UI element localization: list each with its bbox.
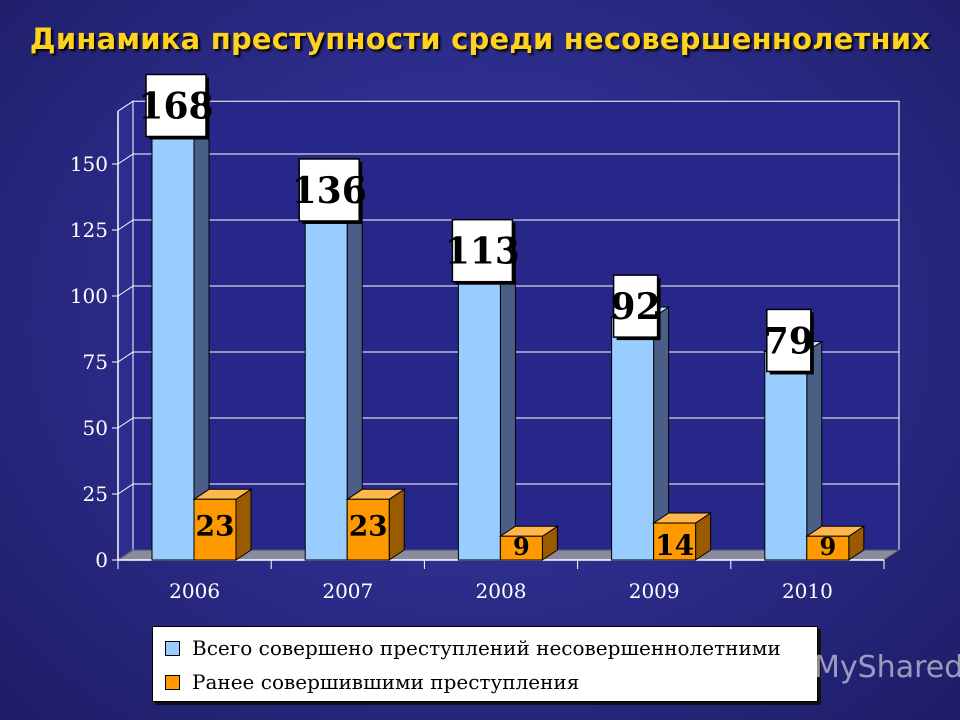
x-category-label: 2007 xyxy=(322,579,373,603)
bar-total xyxy=(151,115,195,561)
data-label-total: 113 xyxy=(445,231,520,273)
bar-repeat xyxy=(806,535,850,561)
legend-item-total: Всего совершено преступлений несовершенн… xyxy=(165,633,781,663)
bar-total xyxy=(764,350,808,561)
bar-total xyxy=(611,316,655,561)
y-tick-label: 50 xyxy=(83,416,108,440)
bar-total xyxy=(304,200,348,561)
legend: Всего совершено преступлений несовершенн… xyxy=(152,626,818,702)
gridline xyxy=(117,219,899,231)
data-label-box xyxy=(451,218,514,283)
bar-repeat-side xyxy=(388,488,405,561)
data-label-box xyxy=(612,274,659,338)
legend-swatch-repeat xyxy=(165,674,180,690)
x-category-label: 2009 xyxy=(629,579,680,603)
y-tick-label: 75 xyxy=(83,350,108,374)
watermark: MyShared xyxy=(770,650,960,685)
data-label-total: 79 xyxy=(764,320,814,362)
y-tick-label: 0 xyxy=(95,548,108,572)
y-tick-label: 150 xyxy=(70,152,108,176)
bar-total-side xyxy=(499,250,516,561)
gridline xyxy=(117,153,899,165)
legend-label-repeat: Ранее совершившими преступления xyxy=(192,670,580,694)
data-label-box xyxy=(298,158,360,222)
bar-repeat xyxy=(499,535,543,561)
legend-swatch-total xyxy=(165,640,180,656)
y-tick-label: 100 xyxy=(70,284,108,308)
data-label-repeat: 9 xyxy=(513,532,530,561)
bar-total xyxy=(457,261,501,561)
data-label-box xyxy=(145,73,207,138)
data-label-repeat: 9 xyxy=(819,532,836,561)
data-label-repeat: 14 xyxy=(655,529,694,562)
data-label-total: 168 xyxy=(138,85,213,127)
data-label-repeat: 23 xyxy=(196,509,235,542)
data-label-total: 136 xyxy=(292,170,367,212)
x-category-label: 2006 xyxy=(169,579,220,603)
bar-repeat xyxy=(653,522,697,561)
bar-repeat xyxy=(193,498,237,561)
legend-item-repeat: Ранее совершившими преступления xyxy=(165,667,579,697)
data-label-repeat: 23 xyxy=(349,509,388,542)
legend-label-total: Всего совершено преступлений несовершенн… xyxy=(192,636,781,660)
watermark-text: MyShared xyxy=(814,650,960,685)
chart-title: Динамика преступности среди несовершенно… xyxy=(29,22,931,56)
data-label-total: 92 xyxy=(611,286,661,328)
data-label-box xyxy=(766,308,812,373)
watermark-logo-icon xyxy=(770,652,808,684)
y-tick-label: 125 xyxy=(70,218,108,242)
bar-repeat xyxy=(346,498,390,561)
bar-repeat-side xyxy=(235,488,252,561)
y-tick-label: 25 xyxy=(83,482,108,506)
x-category-label: 2010 xyxy=(782,579,833,603)
side-wall xyxy=(117,100,134,561)
x-category-label: 2008 xyxy=(476,579,527,603)
